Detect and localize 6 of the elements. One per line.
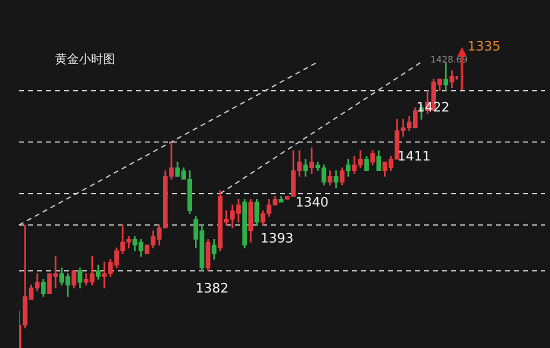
annotation: 1393 (260, 231, 294, 246)
text: 1335 (467, 39, 501, 54)
annotation: 1382 (195, 281, 229, 296)
annotation: 1411 (397, 149, 431, 164)
chart-title: 黄金小时图 (55, 51, 115, 68)
annotation: 1340 (295, 195, 329, 210)
